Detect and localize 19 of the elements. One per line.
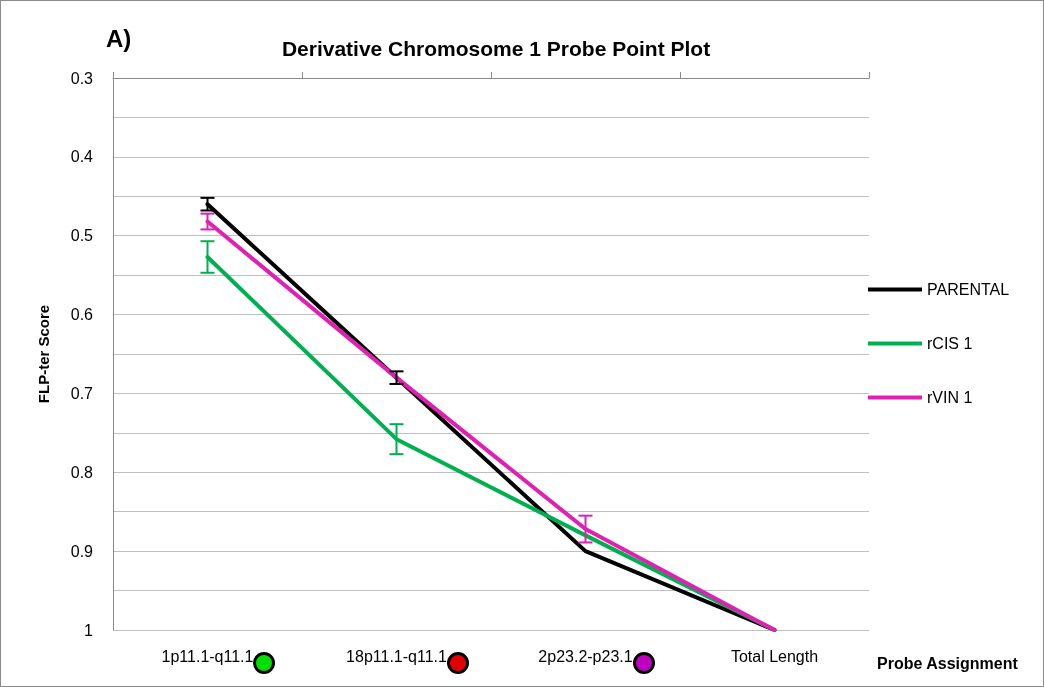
x-tick-label: 1p11.1-q11.1: [161, 647, 254, 665]
x-tick-label: 18p11.1-q11.1: [346, 647, 448, 665]
x-tick-label: 2p23.2-p23.1: [538, 647, 633, 665]
y-tick-label: 0.3: [70, 69, 94, 87]
text: A): [106, 24, 132, 52]
legend-label: rVIN 1: [927, 389, 973, 406]
y-tick-label: 0.6: [70, 306, 94, 324]
y-tick-label: 0.5: [70, 227, 94, 245]
y-tick-label: 1: [84, 621, 94, 639]
y-tick-label: 0.7: [70, 384, 94, 402]
legend-label: rCIS 1: [927, 335, 973, 352]
chart-title: Derivative Chromosome 1 Probe Point Plot: [281, 37, 711, 60]
y-tick-label: 0.4: [70, 148, 94, 166]
legend-label: PARENTAL: [927, 281, 1010, 298]
y-tick-label: 0.9: [70, 542, 94, 560]
y-axis-title: FLP-ter Score: [35, 304, 52, 404]
x-tick-label: Total Length: [730, 647, 819, 665]
y-tick-label: 0.8: [70, 463, 94, 481]
x-axis-title: Probe Assignment: [877, 654, 1019, 672]
